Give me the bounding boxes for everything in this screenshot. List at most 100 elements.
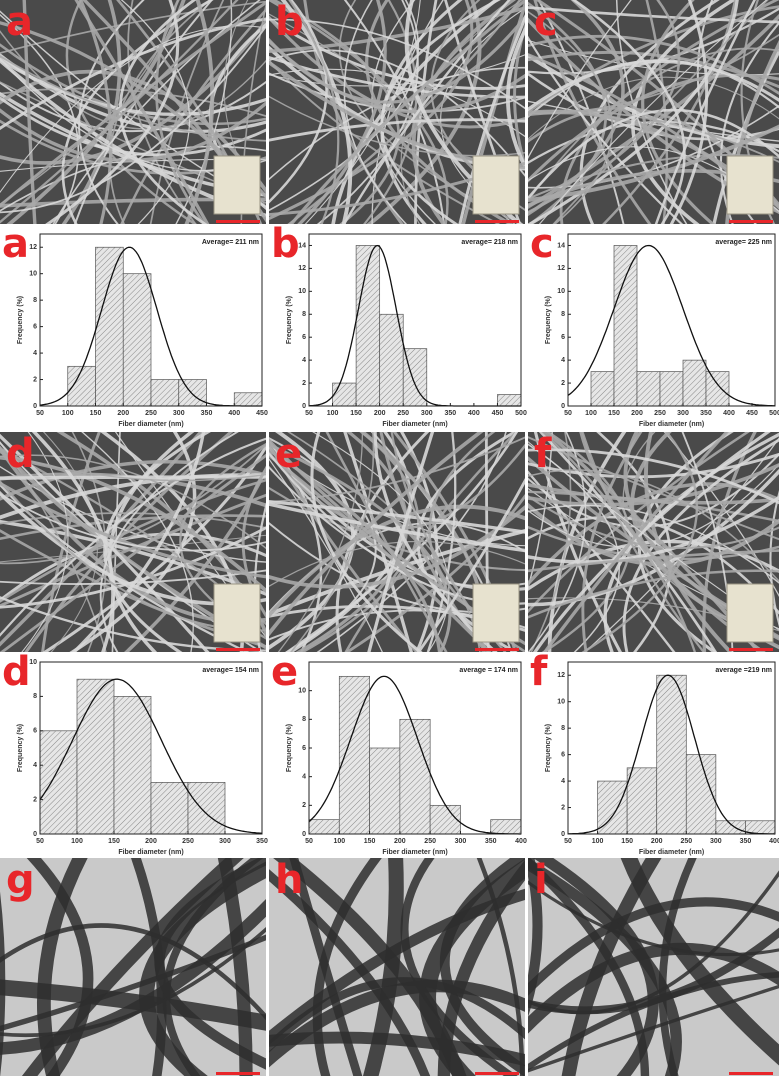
- x-tick-label: 300: [677, 410, 689, 417]
- y-axis-title: Frequency (%): [17, 724, 24, 772]
- panel-label: g: [6, 857, 35, 903]
- x-tick-label: 250: [654, 410, 666, 417]
- panel-label: a: [6, 0, 33, 45]
- bar: [123, 274, 151, 406]
- scale-bar: [729, 220, 773, 223]
- tem-image: h: [236, 848, 558, 1076]
- panel-label: e: [271, 649, 298, 695]
- histogram: b501001502002503003504004505000246810121…: [271, 221, 527, 428]
- y-axis-title: Frequency (%): [545, 724, 552, 772]
- inset-photo: [727, 584, 773, 642]
- x-tick-label: 250: [182, 838, 194, 845]
- y-tick-label: 10: [298, 288, 306, 295]
- panel-label: i: [534, 857, 548, 903]
- y-tick-label: 14: [557, 242, 565, 249]
- x-axis-title: Fiber diameter (nm): [382, 849, 447, 856]
- bar: [660, 372, 683, 406]
- bar: [706, 372, 729, 406]
- y-tick-label: 6: [302, 745, 306, 752]
- scale-bar: [729, 648, 773, 651]
- y-tick-label: 2: [302, 380, 306, 387]
- x-tick-label: 300: [710, 838, 722, 845]
- x-tick-label: 100: [592, 838, 604, 845]
- y-tick-label: 14: [298, 242, 306, 249]
- x-tick-label: 150: [350, 410, 362, 417]
- x-tick-label: 350: [740, 838, 752, 845]
- bar: [683, 360, 706, 406]
- x-axis-title: Fiber diameter (nm): [382, 421, 447, 428]
- y-tick-label: 12: [557, 672, 565, 679]
- y-tick-label: 6: [33, 323, 37, 330]
- image-content: [0, 422, 313, 662]
- panel-label: d: [6, 431, 35, 477]
- x-tick-label: 250: [680, 838, 692, 845]
- panel-label: c: [534, 0, 558, 45]
- x-tick-label: 150: [621, 838, 633, 845]
- annotation: average = 174 nm: [459, 667, 518, 674]
- panel-label: f: [534, 431, 552, 477]
- scale-bar: [729, 1072, 773, 1075]
- bar: [96, 247, 124, 406]
- sem-image: b: [218, 0, 575, 234]
- bar: [400, 719, 430, 834]
- panel-label: c: [530, 221, 554, 267]
- x-tick-label: 150: [608, 410, 620, 417]
- y-tick-label: 8: [33, 297, 37, 304]
- bar: [151, 380, 179, 406]
- x-tick-label: 100: [71, 838, 83, 845]
- panel-label: h: [275, 857, 303, 903]
- bar: [188, 782, 225, 834]
- y-tick-label: 8: [302, 716, 306, 723]
- bar: [637, 372, 660, 406]
- image-content: [485, 422, 779, 662]
- tem-image: i: [492, 848, 779, 1076]
- annotation: average= 225 nm: [715, 239, 772, 246]
- sem-image: d: [0, 422, 313, 662]
- x-tick-label: 50: [564, 410, 572, 417]
- bar: [370, 748, 400, 834]
- scale-bar: [475, 648, 519, 651]
- panel-label: d: [2, 649, 31, 695]
- x-tick-label: 150: [108, 838, 120, 845]
- bar: [333, 383, 357, 406]
- sem-image: e: [218, 422, 567, 662]
- panel-label: e: [275, 431, 302, 477]
- bar: [114, 696, 151, 834]
- panel-label: b: [275, 0, 304, 45]
- histogram: a50100150200250300350400450024681012Fibe…: [2, 221, 268, 428]
- x-axis-title: Fiber diameter (nm): [118, 421, 183, 428]
- bar: [309, 820, 339, 834]
- scale-bar: [475, 1072, 519, 1075]
- bar: [627, 768, 657, 834]
- x-tick-label: 200: [117, 410, 129, 417]
- x-tick-label: 450: [492, 410, 504, 417]
- y-tick-label: 12: [29, 244, 37, 251]
- x-tick-label: 300: [421, 410, 433, 417]
- bar: [497, 395, 521, 406]
- y-axis-title: Frequency (%): [286, 296, 293, 344]
- x-tick-label: 450: [256, 410, 268, 417]
- y-tick-label: 4: [302, 774, 306, 781]
- bar: [657, 675, 687, 834]
- annotation: average= 154 nm: [202, 667, 259, 674]
- y-tick-label: 2: [561, 380, 565, 387]
- x-tick-label: 200: [394, 838, 406, 845]
- x-tick-label: 350: [700, 410, 712, 417]
- x-tick-label: 200: [374, 410, 386, 417]
- x-tick-label: 200: [631, 410, 643, 417]
- bar: [614, 245, 637, 406]
- annotation: average= 218 nm: [461, 239, 518, 246]
- figure: abcdefghia501001502002503003504004500246…: [0, 0, 779, 1076]
- y-tick-label: 12: [298, 265, 306, 272]
- x-tick-label: 350: [256, 838, 268, 845]
- x-tick-label: 200: [145, 838, 157, 845]
- x-tick-label: 100: [333, 838, 345, 845]
- x-tick-label: 250: [145, 410, 157, 417]
- inset-photo: [727, 156, 773, 214]
- y-tick-label: 10: [29, 271, 37, 278]
- y-tick-label: 10: [557, 288, 565, 295]
- y-tick-label: 8: [33, 693, 37, 700]
- scale-bar: [216, 1072, 260, 1075]
- x-tick-label: 50: [36, 410, 44, 417]
- scale-bar: [475, 220, 519, 223]
